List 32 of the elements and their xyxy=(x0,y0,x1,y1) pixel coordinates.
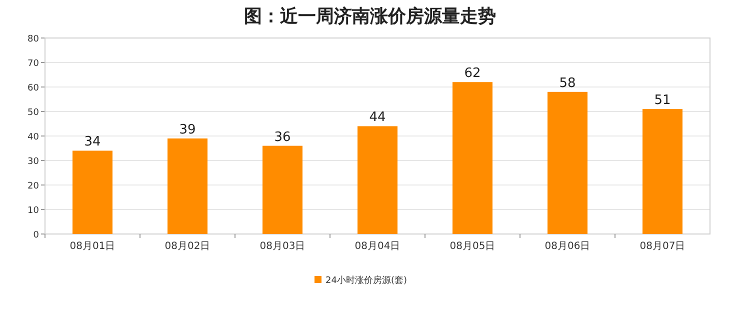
data-label: 58 xyxy=(559,76,576,91)
data-label: 36 xyxy=(274,130,291,145)
bar xyxy=(72,150,112,234)
data-label: 51 xyxy=(654,93,671,108)
bar xyxy=(168,138,208,234)
x-tick-label: 08月03日 xyxy=(260,241,306,252)
data-label: 34 xyxy=(84,134,101,150)
chart-title: 图：近一周济南涨价房源量走势 xyxy=(244,6,496,27)
x-tick-label: 08月05日 xyxy=(450,241,496,252)
y-tick-label: 40 xyxy=(28,132,40,142)
y-tick-label: 60 xyxy=(28,84,40,94)
x-tick-label: 08月01日 xyxy=(70,241,116,252)
x-tick-label: 08月07日 xyxy=(640,241,686,252)
bar xyxy=(262,146,302,234)
y-tick-label: 20 xyxy=(28,182,40,192)
x-tick-label: 08月02日 xyxy=(164,241,210,252)
data-label: 39 xyxy=(179,122,196,138)
y-tick-label: 10 xyxy=(28,206,40,216)
data-label: 62 xyxy=(464,66,481,82)
bar xyxy=(642,109,682,234)
data-label: 44 xyxy=(369,110,386,126)
y-tick-label: 30 xyxy=(28,157,40,167)
bar xyxy=(548,92,588,234)
y-tick-label: 50 xyxy=(28,108,40,118)
y-tick-label: 80 xyxy=(28,34,40,44)
x-tick-label: 08月04日 xyxy=(354,241,400,252)
y-tick-label: 70 xyxy=(28,59,40,69)
legend-label: 24小时涨价房源(套) xyxy=(326,275,407,286)
y-tick-label: 0 xyxy=(33,230,40,240)
bar xyxy=(452,82,492,234)
bar xyxy=(358,126,398,234)
x-tick-label: 08月06日 xyxy=(544,241,590,252)
